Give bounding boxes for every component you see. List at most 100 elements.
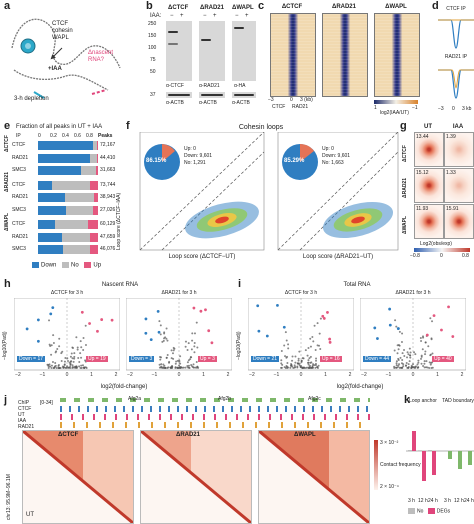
load-2: α-ACTB xyxy=(199,100,217,106)
g-apa-iaa: 15.91 xyxy=(444,204,474,239)
d-ctcf-profile xyxy=(438,19,474,49)
band-ctcf xyxy=(168,31,178,33)
band-actb-3 xyxy=(234,94,254,96)
j-scale-label: Contact frequency xyxy=(380,462,421,468)
g-apa-score: 15.12 xyxy=(416,170,429,176)
iaa-row-label: IAA: xyxy=(150,13,162,19)
marker-100: 100 xyxy=(148,45,157,51)
c-anchor-ctcf: CTCF xyxy=(272,104,286,110)
hic-rad21 xyxy=(140,430,252,524)
e-bar-down xyxy=(38,220,55,229)
e-bar-no xyxy=(65,193,94,202)
k-time-1: 3 h xyxy=(408,498,415,504)
j-track-chip: ChIP xyxy=(18,400,30,406)
panel-e-label: e xyxy=(4,120,11,132)
e-row-peaks: 46,076 xyxy=(100,246,116,252)
e-row-ip: CTCF xyxy=(12,142,26,148)
iaa-state-2: + xyxy=(180,13,184,19)
g-apa-score: 1.33 xyxy=(446,170,456,176)
c-axis-left: −3 xyxy=(268,97,274,103)
d-x-left: −3 xyxy=(438,106,444,112)
f-right-leg-no: No: 1,663 xyxy=(322,160,344,166)
f-left-leg-up: Up: 0 xyxy=(184,146,196,152)
g-apa-ut: 13.44 xyxy=(414,132,444,167)
g-apa-score: 1.39 xyxy=(446,134,456,140)
f-right-scatter xyxy=(277,131,399,251)
svg-text:0: 0 xyxy=(300,372,303,378)
legend-no-swatch xyxy=(62,262,70,268)
panel-k-label: k xyxy=(404,394,411,406)
j-track-ctcf: CTCF xyxy=(18,406,32,412)
e-group-label: ΔWAPL xyxy=(4,212,10,231)
panel-j-hic: ChIP CTCF UT IAA RAD21 [0-34] Afg2a Afg2… xyxy=(18,396,372,524)
band-rad21 xyxy=(201,39,211,41)
heatmap-ctcf xyxy=(270,13,316,97)
e-bar-up xyxy=(87,220,98,229)
volcano-title: ΔCTCF for 3 h xyxy=(50,290,84,296)
volcano-up-count: Up = 3 xyxy=(198,356,217,362)
e-bar-up xyxy=(90,245,98,254)
hic-wapl xyxy=(258,430,370,524)
i-title: Total RNA xyxy=(343,282,371,288)
j-map-wapl: ΔWAPL xyxy=(294,432,316,438)
f-right-pie-pct: 85.29% xyxy=(284,158,305,164)
panel-g-label: g xyxy=(400,120,407,132)
e-rows: ΔCTCF CTCF 72,167 RAD21 44,410 SMC3 31,663 ΔRAD… xyxy=(4,135,122,260)
e-row-ip: SMC3 xyxy=(12,246,26,252)
hic-wapl-map xyxy=(259,431,369,523)
f-left-leg-no: No: 1,291 xyxy=(184,160,206,166)
svg-text:2: 2 xyxy=(227,372,230,378)
e-row-peaks: 60,129 xyxy=(100,221,116,227)
hic-rad21-map xyxy=(141,431,251,523)
panel-d-label: d xyxy=(432,0,439,12)
iaa-state-5: − xyxy=(235,13,239,19)
panel-h-label: h xyxy=(4,278,11,290)
marker-250: 250 xyxy=(148,21,157,27)
iaa-state-4: + xyxy=(213,13,217,19)
i-xlabel: log2(fold-change) xyxy=(336,384,384,390)
e-row-ip: CTCF xyxy=(12,221,26,227)
j-corner-ut: UT xyxy=(26,512,34,518)
panel-g-apa: UT IAA ΔCTCF 13.44 1.39 ΔRAD21 15.12 1.33 ΔWAP… xyxy=(402,124,474,274)
load-1: α-ACTB xyxy=(166,100,184,106)
volcano-plot: −2 −1 0 1 2 xyxy=(360,298,466,378)
e-bar-no xyxy=(66,205,94,215)
svg-text:2: 2 xyxy=(115,372,118,378)
h-xlabel: log2(fold-change) xyxy=(100,384,148,390)
j-scale-min: 2 × 10⁻⁴ xyxy=(380,484,399,490)
d-x-right: 3 kb xyxy=(462,106,472,112)
f-right-plot: 85.29% Up: 0 Down: 9,601 No: 1,663 Loop … xyxy=(270,131,400,272)
e-bar-up xyxy=(90,232,98,242)
volcano-ylabel: −log10(Padj) xyxy=(2,331,8,361)
e-peaks-label: Peaks xyxy=(98,133,113,139)
e-axis-0: 0 xyxy=(38,133,41,139)
blot-ctcf xyxy=(166,21,192,81)
e-bar-no xyxy=(93,141,98,150)
g-apa-score: 13.44 xyxy=(416,134,429,140)
d-title-rad21: RAD21 IP xyxy=(444,54,468,60)
volcano-down-count: Down = 3 xyxy=(129,356,155,362)
svg-text:−1: −1 xyxy=(274,372,280,378)
panel-b-label: b xyxy=(146,0,153,12)
e-bar-down xyxy=(38,245,64,254)
e-bar-down xyxy=(38,205,67,215)
svg-text:0: 0 xyxy=(412,372,415,378)
e-group-label: ΔCTCF xyxy=(4,135,10,152)
legend-down: Down xyxy=(41,262,57,269)
volcano-title: ΔRAD21 for 3 h xyxy=(395,290,431,296)
volcano-down-count: Down = 17 xyxy=(17,356,46,362)
svg-text:2: 2 xyxy=(349,372,352,378)
e-row-peaks: 47,659 xyxy=(100,233,116,240)
e-bar-down xyxy=(38,180,53,190)
c-cond-3: ΔWAPL xyxy=(385,4,407,10)
nascent-rna-label: Δnascent RNA? xyxy=(88,50,114,63)
svg-text:−2: −2 xyxy=(127,372,133,378)
marker-75: 75 xyxy=(150,57,156,63)
heatmap-rad21 xyxy=(322,13,368,97)
c-scale-max: 1 xyxy=(374,105,377,111)
e-row-ip: RAD21 xyxy=(12,194,29,200)
e-bar-no xyxy=(63,245,91,254)
hic-ctcf xyxy=(22,430,134,524)
e-bar-down xyxy=(38,153,90,163)
